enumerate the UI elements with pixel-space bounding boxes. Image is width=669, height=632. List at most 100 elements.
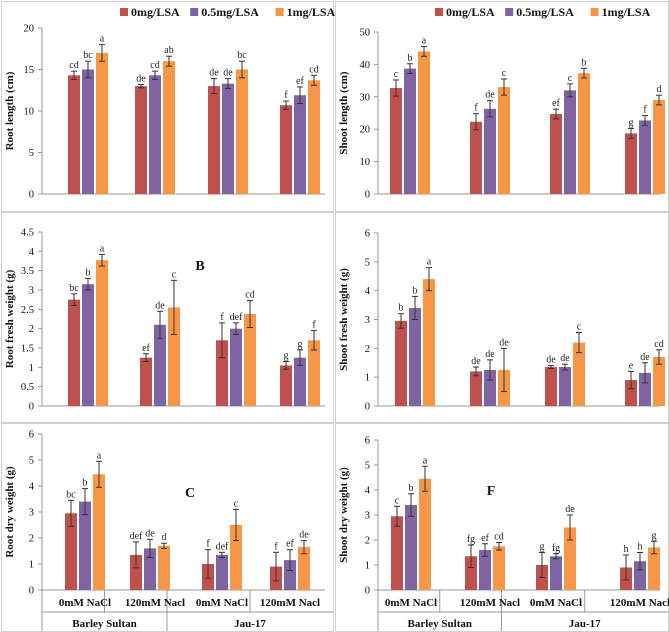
significance-label: def [216,541,229,552]
bar [68,75,80,194]
significance-label: f [206,539,210,550]
bar [573,342,585,406]
significance-label: g [298,339,303,350]
y-tick-label: 0 [29,190,34,201]
y-tick-label: 0 [29,402,34,413]
x-category-label: 0mM NaCl [59,597,111,609]
significance-label: ef [296,76,304,87]
significance-label: b [413,285,418,296]
y-tick-label: 0 [29,586,34,597]
bar [244,313,256,406]
y-tick-label: 3 [365,511,370,522]
legend-label: 0mg/LSA [131,5,180,19]
y-tick-label: 10 [24,107,35,118]
bar [308,80,320,194]
y-tick-label: 10 [360,157,371,168]
significance-label: g [629,118,634,129]
y-axis-label: Shoot dry weight (g) [338,467,350,563]
significance-label: ef [481,533,489,544]
y-tick-label: 40 [360,60,371,71]
significance-label: de [299,530,309,541]
bar [639,372,651,406]
bar [391,516,403,590]
y-tick-label: 2 [29,534,34,545]
significance-label: de [499,337,509,348]
x-group-label: Jau-17 [569,618,601,630]
significance-label: de [136,73,146,84]
significance-label: h [638,542,643,553]
significance-label: c [234,498,239,509]
x-category-label: 120mM Nacl [125,597,185,609]
bar [484,369,496,406]
legend-label: 1mg/LSA [602,5,651,19]
significance-label: d [657,84,662,95]
significance-label: ab [164,45,173,56]
significance-label: ef [552,98,560,109]
significance-label: a [423,455,428,466]
bar [222,83,234,194]
significance-label: de [155,300,165,311]
significance-label: f [220,312,224,323]
significance-label: g [652,530,657,541]
bar [82,69,94,194]
legend-swatch [590,8,599,16]
significance-label: de [145,528,155,539]
bar [545,367,557,406]
bar [653,100,665,194]
y-axis-label: Root fresh weight (g) [4,269,16,368]
y-tick-label: 6 [29,430,34,441]
bar [404,68,416,194]
significance-label: de [223,68,233,79]
bar [284,560,296,590]
significance-label: de [565,504,575,515]
y-tick-label: 3 [29,286,34,297]
legend-swatch [190,8,199,16]
bar [634,561,646,590]
bar [390,88,402,194]
bar [298,547,310,590]
panel-letter: B [195,259,204,274]
x-group-label: Jau-17 [234,618,266,630]
y-tick-label: 2 [29,324,34,335]
y-tick-label: 5 [365,461,370,472]
significance-label: a [100,243,105,254]
legend-swatch [505,8,514,16]
bar [418,51,430,194]
significance-label: de [560,353,570,364]
significance-label: cd [69,60,78,71]
bar [409,307,421,406]
bar [559,367,571,406]
bar [470,121,482,194]
y-tick-label: 0 [365,402,370,413]
significance-label: b [86,267,91,278]
y-tick-label: 5 [365,257,370,268]
legend-swatch [120,8,128,16]
y-tick-label: 4 [365,286,371,297]
panel-letter: C [185,486,195,501]
x-group-label: Barley Sultan [72,618,136,630]
bar [419,478,431,590]
significance-label: fg [552,543,560,554]
legend-label: 0mg/LSA [446,5,495,19]
bar [230,328,242,406]
x-category-label: 120mM Nacl [610,597,669,609]
bar [405,505,417,590]
significance-label: de [485,90,495,101]
panel-letter: F [487,484,496,499]
y-tick-label: 1 [365,561,370,572]
y-tick-label: 4 [365,486,371,497]
bar [308,340,320,406]
significance-label: d [162,532,167,543]
y-tick-label: 3.5 [21,266,34,277]
bar [625,380,637,406]
y-tick-label: 2 [365,536,370,547]
significance-label: de [471,356,481,367]
significance-label: bc [66,489,76,500]
significance-label: de [209,68,219,79]
bar [625,133,637,194]
significance-label: de [546,355,556,366]
